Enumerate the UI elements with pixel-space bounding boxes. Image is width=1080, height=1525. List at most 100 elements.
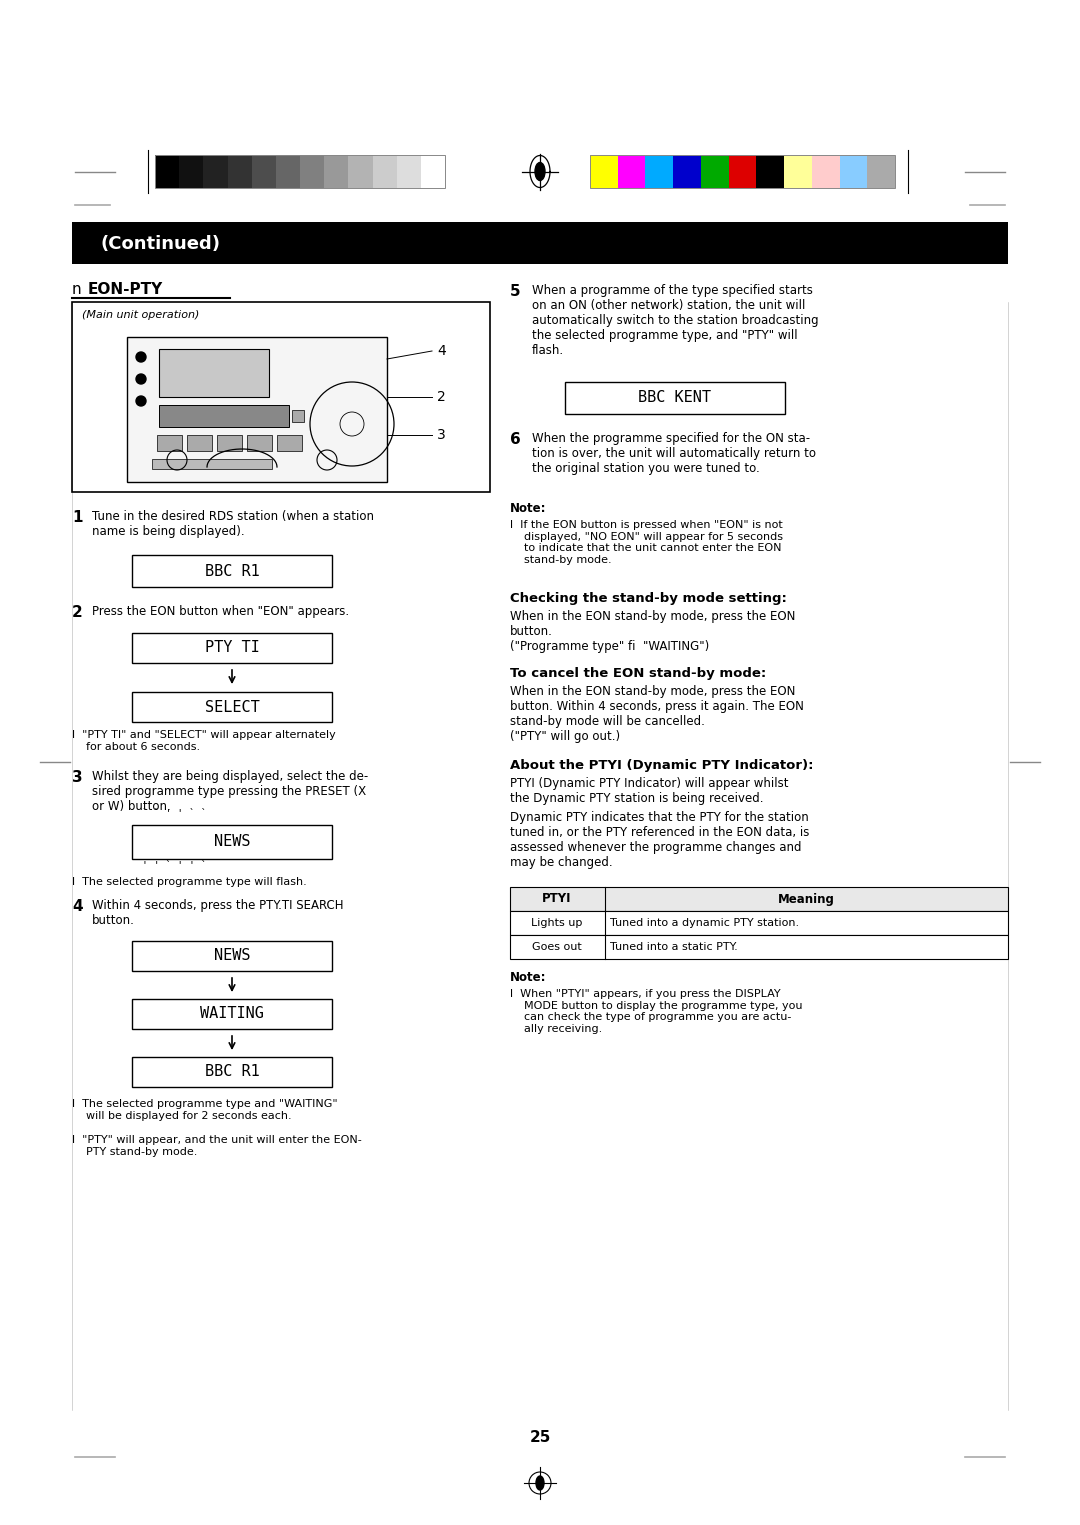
Polygon shape	[510, 910, 1008, 935]
Text: l  "PTY TI" and "SELECT" will appear alternately
    for about 6 seconds.: l "PTY TI" and "SELECT" will appear alte…	[72, 730, 336, 752]
Polygon shape	[132, 825, 332, 859]
Text: 2: 2	[72, 605, 83, 621]
Polygon shape	[812, 156, 839, 188]
Text: Meaning: Meaning	[778, 892, 835, 906]
Polygon shape	[179, 156, 203, 188]
Polygon shape	[228, 156, 252, 188]
Text: PTY TI: PTY TI	[204, 640, 259, 656]
Text: l  The selected programme type and "WAITING"
    will be displayed for 2 seconds: l The selected programme type and "WAITI…	[72, 1100, 338, 1121]
Text: To cancel the EON stand-by mode:: To cancel the EON stand-by mode:	[510, 666, 766, 680]
Text: 3: 3	[72, 770, 83, 785]
Text: Goes out: Goes out	[532, 942, 582, 952]
Text: BBC KENT: BBC KENT	[638, 390, 712, 406]
Polygon shape	[132, 941, 332, 971]
Text: 2: 2	[437, 390, 446, 404]
Text: When the programme specified for the ON sta-
tion is over, the unit will automat: When the programme specified for the ON …	[532, 432, 816, 474]
Text: 3: 3	[437, 429, 446, 442]
Polygon shape	[510, 888, 1008, 910]
Polygon shape	[217, 435, 242, 451]
Polygon shape	[396, 156, 421, 188]
Polygon shape	[132, 1057, 332, 1087]
Text: PTYI (Dynamic PTY Indicator) will appear whilst
the Dynamic PTY station is being: PTYI (Dynamic PTY Indicator) will appear…	[510, 778, 788, 805]
Ellipse shape	[535, 163, 545, 180]
Polygon shape	[156, 156, 179, 188]
Text: PTYI: PTYI	[542, 892, 571, 906]
Text: EON-PTY: EON-PTY	[87, 282, 163, 297]
Polygon shape	[646, 156, 673, 188]
Text: Tune in the desired RDS station (when a station
name is being displayed).: Tune in the desired RDS station (when a …	[92, 509, 374, 538]
Text: 4: 4	[437, 345, 446, 358]
Circle shape	[136, 374, 146, 384]
Text: (Main unit operation): (Main unit operation)	[82, 310, 200, 320]
Text: l  If the EON button is pressed when "EON" is not
    displayed, "NO EON" will a: l If the EON button is pressed when "EON…	[510, 520, 783, 564]
Polygon shape	[784, 156, 812, 188]
Text: When in the EON stand-by mode, press the EON
button.
("Programme type" fi  "WAIT: When in the EON stand-by mode, press the…	[510, 610, 795, 653]
Text: Note:: Note:	[510, 971, 546, 984]
Text: Lights up: Lights up	[531, 918, 583, 929]
Text: 25: 25	[529, 1430, 551, 1446]
Text: When a programme of the type specified starts
on an ON (other network) station, : When a programme of the type specified s…	[532, 284, 819, 357]
Circle shape	[136, 396, 146, 406]
Text: When in the EON stand-by mode, press the EON
button. Within 4 seconds, press it : When in the EON stand-by mode, press the…	[510, 685, 804, 743]
Polygon shape	[132, 692, 332, 721]
Polygon shape	[132, 999, 332, 1029]
Text: l  When "PTYI" appears, if you press the DISPLAY
    MODE button to display the : l When "PTYI" appears, if you press the …	[510, 990, 802, 1034]
Polygon shape	[510, 935, 1008, 959]
Polygon shape	[276, 435, 302, 451]
Polygon shape	[701, 156, 729, 188]
Polygon shape	[292, 410, 303, 422]
Text: BBC R1: BBC R1	[204, 564, 259, 578]
Polygon shape	[421, 156, 445, 188]
Circle shape	[136, 352, 146, 361]
Polygon shape	[159, 349, 269, 396]
Polygon shape	[300, 156, 324, 188]
Polygon shape	[152, 459, 272, 470]
Text: Tuned into a dynamic PTY station.: Tuned into a dynamic PTY station.	[610, 918, 799, 929]
Polygon shape	[590, 156, 618, 188]
Text: NEWS: NEWS	[214, 834, 251, 849]
Text: Press the EON button when "EON" appears.: Press the EON button when "EON" appears.	[92, 605, 349, 618]
Polygon shape	[247, 435, 272, 451]
Polygon shape	[618, 156, 646, 188]
Polygon shape	[127, 337, 387, 482]
Text: Tuned into a static PTY.: Tuned into a static PTY.	[610, 942, 738, 952]
Text: Checking the stand-by mode setting:: Checking the stand-by mode setting:	[510, 592, 787, 605]
Text: 4: 4	[72, 900, 83, 913]
Polygon shape	[157, 435, 183, 451]
Text: 6: 6	[510, 432, 521, 447]
Text: BBC R1: BBC R1	[204, 1064, 259, 1080]
Polygon shape	[756, 156, 784, 188]
Text: l  The selected programme type will flash.: l The selected programme type will flash…	[72, 877, 307, 888]
Text: 5: 5	[510, 284, 521, 299]
Polygon shape	[373, 156, 396, 188]
Ellipse shape	[536, 1476, 544, 1490]
Polygon shape	[867, 156, 895, 188]
Polygon shape	[159, 406, 289, 427]
Text: Dynamic PTY indicates that the PTY for the station
tuned in, or the PTY referenc: Dynamic PTY indicates that the PTY for t…	[510, 811, 809, 869]
Polygon shape	[673, 156, 701, 188]
Polygon shape	[72, 302, 490, 493]
Polygon shape	[349, 156, 373, 188]
Text: 1: 1	[72, 509, 82, 525]
Text: SELECT: SELECT	[204, 700, 259, 715]
Polygon shape	[729, 156, 756, 188]
Polygon shape	[565, 381, 785, 413]
Text: NEWS: NEWS	[214, 949, 251, 964]
Text: Note:: Note:	[510, 502, 546, 515]
Polygon shape	[275, 156, 300, 188]
Polygon shape	[203, 156, 228, 188]
Text: ' ' ` ' ' `: ' ' ` ' ' `	[141, 862, 206, 871]
Text: About the PTYI (Dynamic PTY Indicator):: About the PTYI (Dynamic PTY Indicator):	[510, 759, 813, 772]
Polygon shape	[252, 156, 275, 188]
Polygon shape	[324, 156, 349, 188]
Text: ` ` ' ' ` `: ` ` ' ' ` `	[141, 808, 206, 819]
Polygon shape	[839, 156, 867, 188]
Polygon shape	[132, 633, 332, 663]
Text: (Continued): (Continued)	[100, 235, 220, 253]
Text: Whilst they are being displayed, select the de-
sired programme type pressing th: Whilst they are being displayed, select …	[92, 770, 368, 813]
Text: WAITING: WAITING	[200, 1006, 264, 1022]
Polygon shape	[187, 435, 212, 451]
Text: Within 4 seconds, press the PTY.TI SEARCH
button.: Within 4 seconds, press the PTY.TI SEARC…	[92, 900, 343, 927]
Text: l  "PTY" will appear, and the unit will enter the EON-
    PTY stand-by mode.: l "PTY" will appear, and the unit will e…	[72, 1135, 362, 1156]
Text: n: n	[72, 282, 86, 297]
